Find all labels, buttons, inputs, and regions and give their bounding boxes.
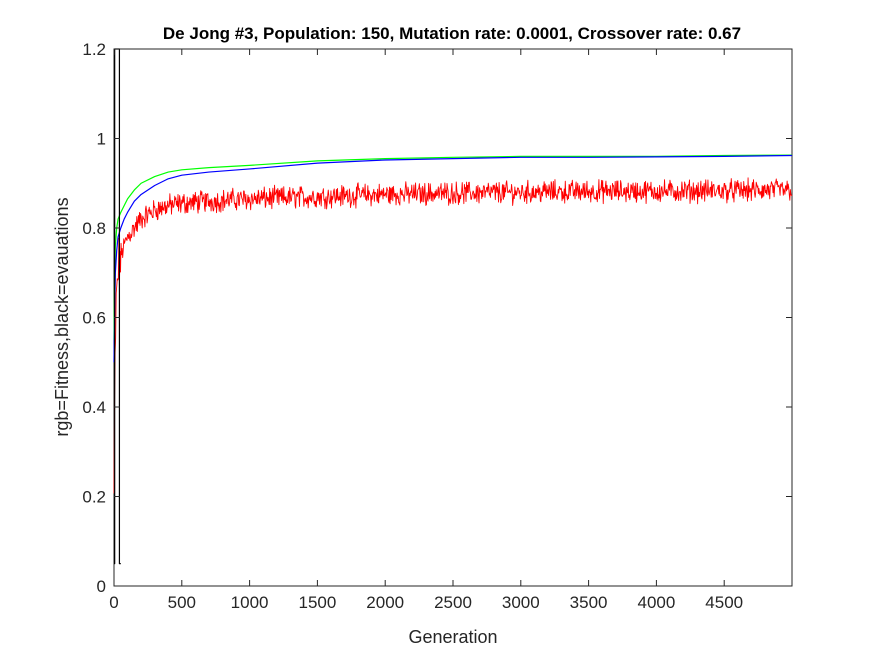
x-tick-label: 500	[168, 593, 196, 612]
series-line-0	[113, 154, 793, 340]
series-line-2	[113, 177, 793, 494]
y-tick-label: 0	[97, 577, 106, 596]
x-tick-label: 3500	[570, 593, 608, 612]
x-tick-label: 0	[109, 593, 118, 612]
x-tick-label: 1000	[231, 593, 269, 612]
y-tick-label: 0.2	[82, 488, 106, 507]
chart-title: De Jong #3, Population: 150, Mutation ra…	[163, 24, 741, 43]
axes-box	[113, 48, 793, 587]
y-axis-ticks: 0 0.2 0.4 0.6 0.8 1 1.2	[82, 40, 792, 596]
x-axis-label: Generation	[408, 627, 497, 647]
series-line-1	[113, 154, 793, 363]
plot-area: 0 500 1000 1500 2000 2500 3000 3500 4000 4500 0 0.…	[82, 40, 793, 612]
x-tick-label: 4000	[637, 593, 675, 612]
y-axis-label: rgb=Fitness,black=evauations	[52, 197, 72, 436]
x-tick-label: 2500	[434, 593, 472, 612]
x-axis-ticks: 0 500 1000 1500 2000 2500 3000 3500 4000 4500	[109, 49, 743, 612]
y-tick-label: 0.4	[82, 398, 106, 417]
x-tick-label: 2000	[366, 593, 404, 612]
y-tick-label: 1	[97, 130, 106, 149]
x-tick-label: 4500	[705, 593, 743, 612]
x-tick-label: 1500	[298, 593, 336, 612]
y-tick-label: 1.2	[82, 40, 106, 59]
y-tick-label: 0.6	[82, 309, 106, 328]
x-tick-label: 3000	[502, 593, 540, 612]
y-tick-label: 0.8	[82, 219, 106, 238]
